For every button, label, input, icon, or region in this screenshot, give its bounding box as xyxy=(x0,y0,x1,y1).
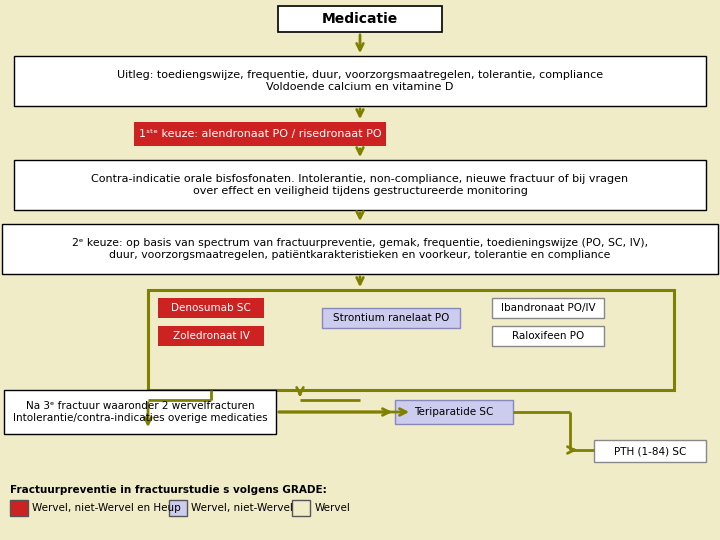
Text: Strontium ranelaat PO: Strontium ranelaat PO xyxy=(333,313,449,323)
FancyBboxPatch shape xyxy=(148,290,674,390)
Text: Wervel, niet-Wervel en Heup: Wervel, niet-Wervel en Heup xyxy=(32,503,181,513)
Text: Wervel, niet-Wervel: Wervel, niet-Wervel xyxy=(191,503,292,513)
Text: Denosumab SC: Denosumab SC xyxy=(171,303,251,313)
FancyBboxPatch shape xyxy=(292,500,310,516)
FancyBboxPatch shape xyxy=(4,390,276,434)
FancyBboxPatch shape xyxy=(322,308,460,328)
Text: 1ˢᵗᵉ keuze: alendronaat PO / risedronaat PO: 1ˢᵗᵉ keuze: alendronaat PO / risedronaat… xyxy=(139,129,382,139)
Text: Ibandronaat PO/IV: Ibandronaat PO/IV xyxy=(500,303,595,313)
FancyBboxPatch shape xyxy=(395,400,513,424)
Text: Wervel: Wervel xyxy=(315,503,350,513)
FancyBboxPatch shape xyxy=(492,298,604,318)
Text: Na 3ᵉ fractuur waaronder 2 wervelfracturen
Intolerantie/contra-indicaties overig: Na 3ᵉ fractuur waaronder 2 wervelfractur… xyxy=(13,401,267,423)
FancyBboxPatch shape xyxy=(10,500,28,516)
Text: PTH (1-84) SC: PTH (1-84) SC xyxy=(614,446,686,456)
Text: Teriparatide SC: Teriparatide SC xyxy=(414,407,494,417)
Text: Raloxifeen PO: Raloxifeen PO xyxy=(512,331,584,341)
FancyBboxPatch shape xyxy=(492,326,604,346)
FancyBboxPatch shape xyxy=(594,440,706,462)
FancyBboxPatch shape xyxy=(158,326,264,346)
Text: Contra-indicatie orale bisfosfonaten. Intolerantie, non-compliance, nieuwe fract: Contra-indicatie orale bisfosfonaten. In… xyxy=(91,174,629,196)
FancyBboxPatch shape xyxy=(14,56,706,106)
FancyBboxPatch shape xyxy=(2,224,718,274)
Text: Uitleg: toediengswijze, frequentie, duur, voorzorgsmaatregelen, tolerantie, comp: Uitleg: toediengswijze, frequentie, duur… xyxy=(117,70,603,92)
Text: 2ᵉ keuze: op basis van spectrum van fractuurpreventie, gemak, frequentie, toedie: 2ᵉ keuze: op basis van spectrum van frac… xyxy=(72,238,648,260)
FancyBboxPatch shape xyxy=(14,160,706,210)
Text: Zoledronaat IV: Zoledronaat IV xyxy=(173,331,249,341)
FancyBboxPatch shape xyxy=(134,122,386,146)
FancyBboxPatch shape xyxy=(168,500,186,516)
FancyBboxPatch shape xyxy=(158,298,264,318)
Text: Fractuurpreventie in fractuurstudie s volgens GRADE:: Fractuurpreventie in fractuurstudie s vo… xyxy=(10,485,327,495)
FancyBboxPatch shape xyxy=(278,6,442,32)
Text: Medicatie: Medicatie xyxy=(322,12,398,26)
